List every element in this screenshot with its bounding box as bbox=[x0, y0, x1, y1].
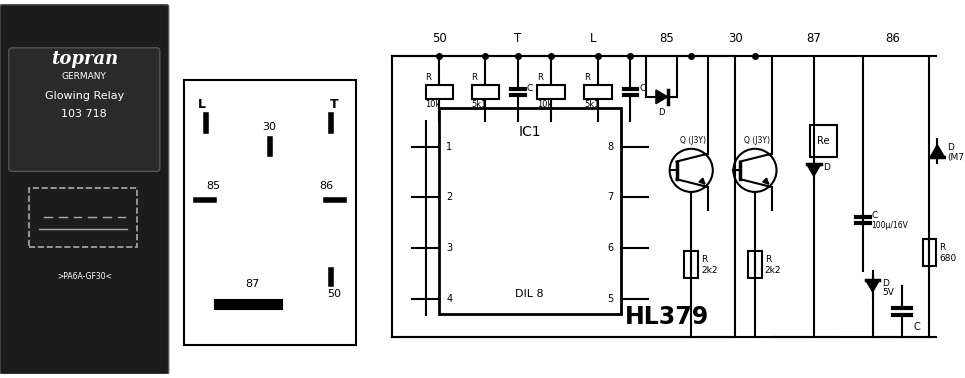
Bar bbox=[748, 251, 761, 278]
Text: D: D bbox=[823, 163, 831, 172]
Text: 50: 50 bbox=[432, 31, 447, 45]
Text: R: R bbox=[585, 73, 591, 82]
FancyBboxPatch shape bbox=[9, 48, 160, 171]
Text: C: C bbox=[914, 322, 921, 332]
Text: 8: 8 bbox=[608, 142, 614, 152]
FancyBboxPatch shape bbox=[0, 5, 169, 374]
Text: 30: 30 bbox=[262, 122, 277, 132]
Text: 3: 3 bbox=[446, 243, 453, 253]
Text: C: C bbox=[639, 85, 646, 93]
Text: 30: 30 bbox=[728, 31, 743, 45]
Text: C: C bbox=[527, 85, 533, 93]
Text: GERMANY: GERMANY bbox=[62, 72, 107, 81]
Text: IC1: IC1 bbox=[518, 125, 540, 139]
Text: R: R bbox=[538, 73, 543, 82]
Text: topran: topran bbox=[51, 50, 118, 68]
Text: 5k1: 5k1 bbox=[585, 100, 599, 109]
Bar bbox=[538, 85, 565, 99]
Text: C: C bbox=[871, 211, 878, 220]
Text: R: R bbox=[701, 255, 707, 264]
Text: 85: 85 bbox=[659, 31, 675, 45]
Bar bbox=[923, 239, 936, 266]
Text: 50: 50 bbox=[327, 289, 342, 299]
Text: (M7): (M7) bbox=[947, 153, 965, 162]
Text: T: T bbox=[330, 98, 339, 111]
Text: Q (J3Y): Q (J3Y) bbox=[744, 136, 770, 145]
Text: R: R bbox=[426, 73, 431, 82]
Text: 100μ/16V: 100μ/16V bbox=[871, 221, 908, 230]
Text: D: D bbox=[882, 279, 890, 288]
Bar bbox=[585, 85, 612, 99]
Circle shape bbox=[733, 149, 777, 192]
Text: 2: 2 bbox=[446, 192, 453, 203]
Bar bbox=[184, 80, 356, 345]
Bar bbox=[684, 251, 698, 278]
Text: D: D bbox=[658, 108, 665, 117]
Text: D: D bbox=[947, 143, 954, 152]
Bar bbox=[439, 108, 620, 313]
Bar bbox=[810, 125, 838, 156]
Text: L: L bbox=[198, 98, 206, 111]
Text: R: R bbox=[764, 255, 771, 264]
Text: 680: 680 bbox=[939, 254, 956, 263]
Text: 7: 7 bbox=[608, 192, 614, 203]
Text: 10k: 10k bbox=[426, 100, 441, 109]
Text: 4: 4 bbox=[446, 294, 453, 304]
Text: 5k1: 5k1 bbox=[472, 100, 487, 109]
Text: T: T bbox=[514, 31, 521, 45]
Text: L: L bbox=[590, 31, 596, 45]
Text: Q (J3Y): Q (J3Y) bbox=[680, 136, 706, 145]
Text: 87: 87 bbox=[245, 279, 260, 289]
Text: HL379: HL379 bbox=[624, 305, 709, 330]
Circle shape bbox=[670, 149, 713, 192]
Text: 5: 5 bbox=[608, 294, 614, 304]
Polygon shape bbox=[807, 164, 820, 176]
Text: Glowing Relay: Glowing Relay bbox=[44, 91, 124, 101]
Text: 85: 85 bbox=[207, 181, 221, 191]
Text: Re: Re bbox=[817, 136, 830, 146]
Text: 86: 86 bbox=[885, 31, 899, 45]
Text: >PA6A-GF30<: >PA6A-GF30< bbox=[57, 272, 112, 281]
Polygon shape bbox=[930, 145, 944, 156]
Text: 2k2: 2k2 bbox=[701, 266, 718, 275]
Text: 5V: 5V bbox=[882, 288, 895, 297]
Text: 6: 6 bbox=[608, 243, 614, 253]
Text: R: R bbox=[472, 73, 478, 82]
Text: 87: 87 bbox=[807, 31, 821, 45]
Text: 86: 86 bbox=[319, 181, 334, 191]
Bar bbox=[472, 85, 499, 99]
Text: DIL 8: DIL 8 bbox=[515, 289, 543, 299]
Text: 103 718: 103 718 bbox=[62, 108, 107, 119]
Text: 1: 1 bbox=[446, 142, 453, 152]
Text: 10k: 10k bbox=[538, 100, 553, 109]
Text: 2k2: 2k2 bbox=[764, 266, 782, 275]
Polygon shape bbox=[866, 280, 879, 292]
Bar bbox=[426, 85, 453, 99]
Text: R: R bbox=[939, 243, 946, 253]
Polygon shape bbox=[656, 90, 668, 104]
